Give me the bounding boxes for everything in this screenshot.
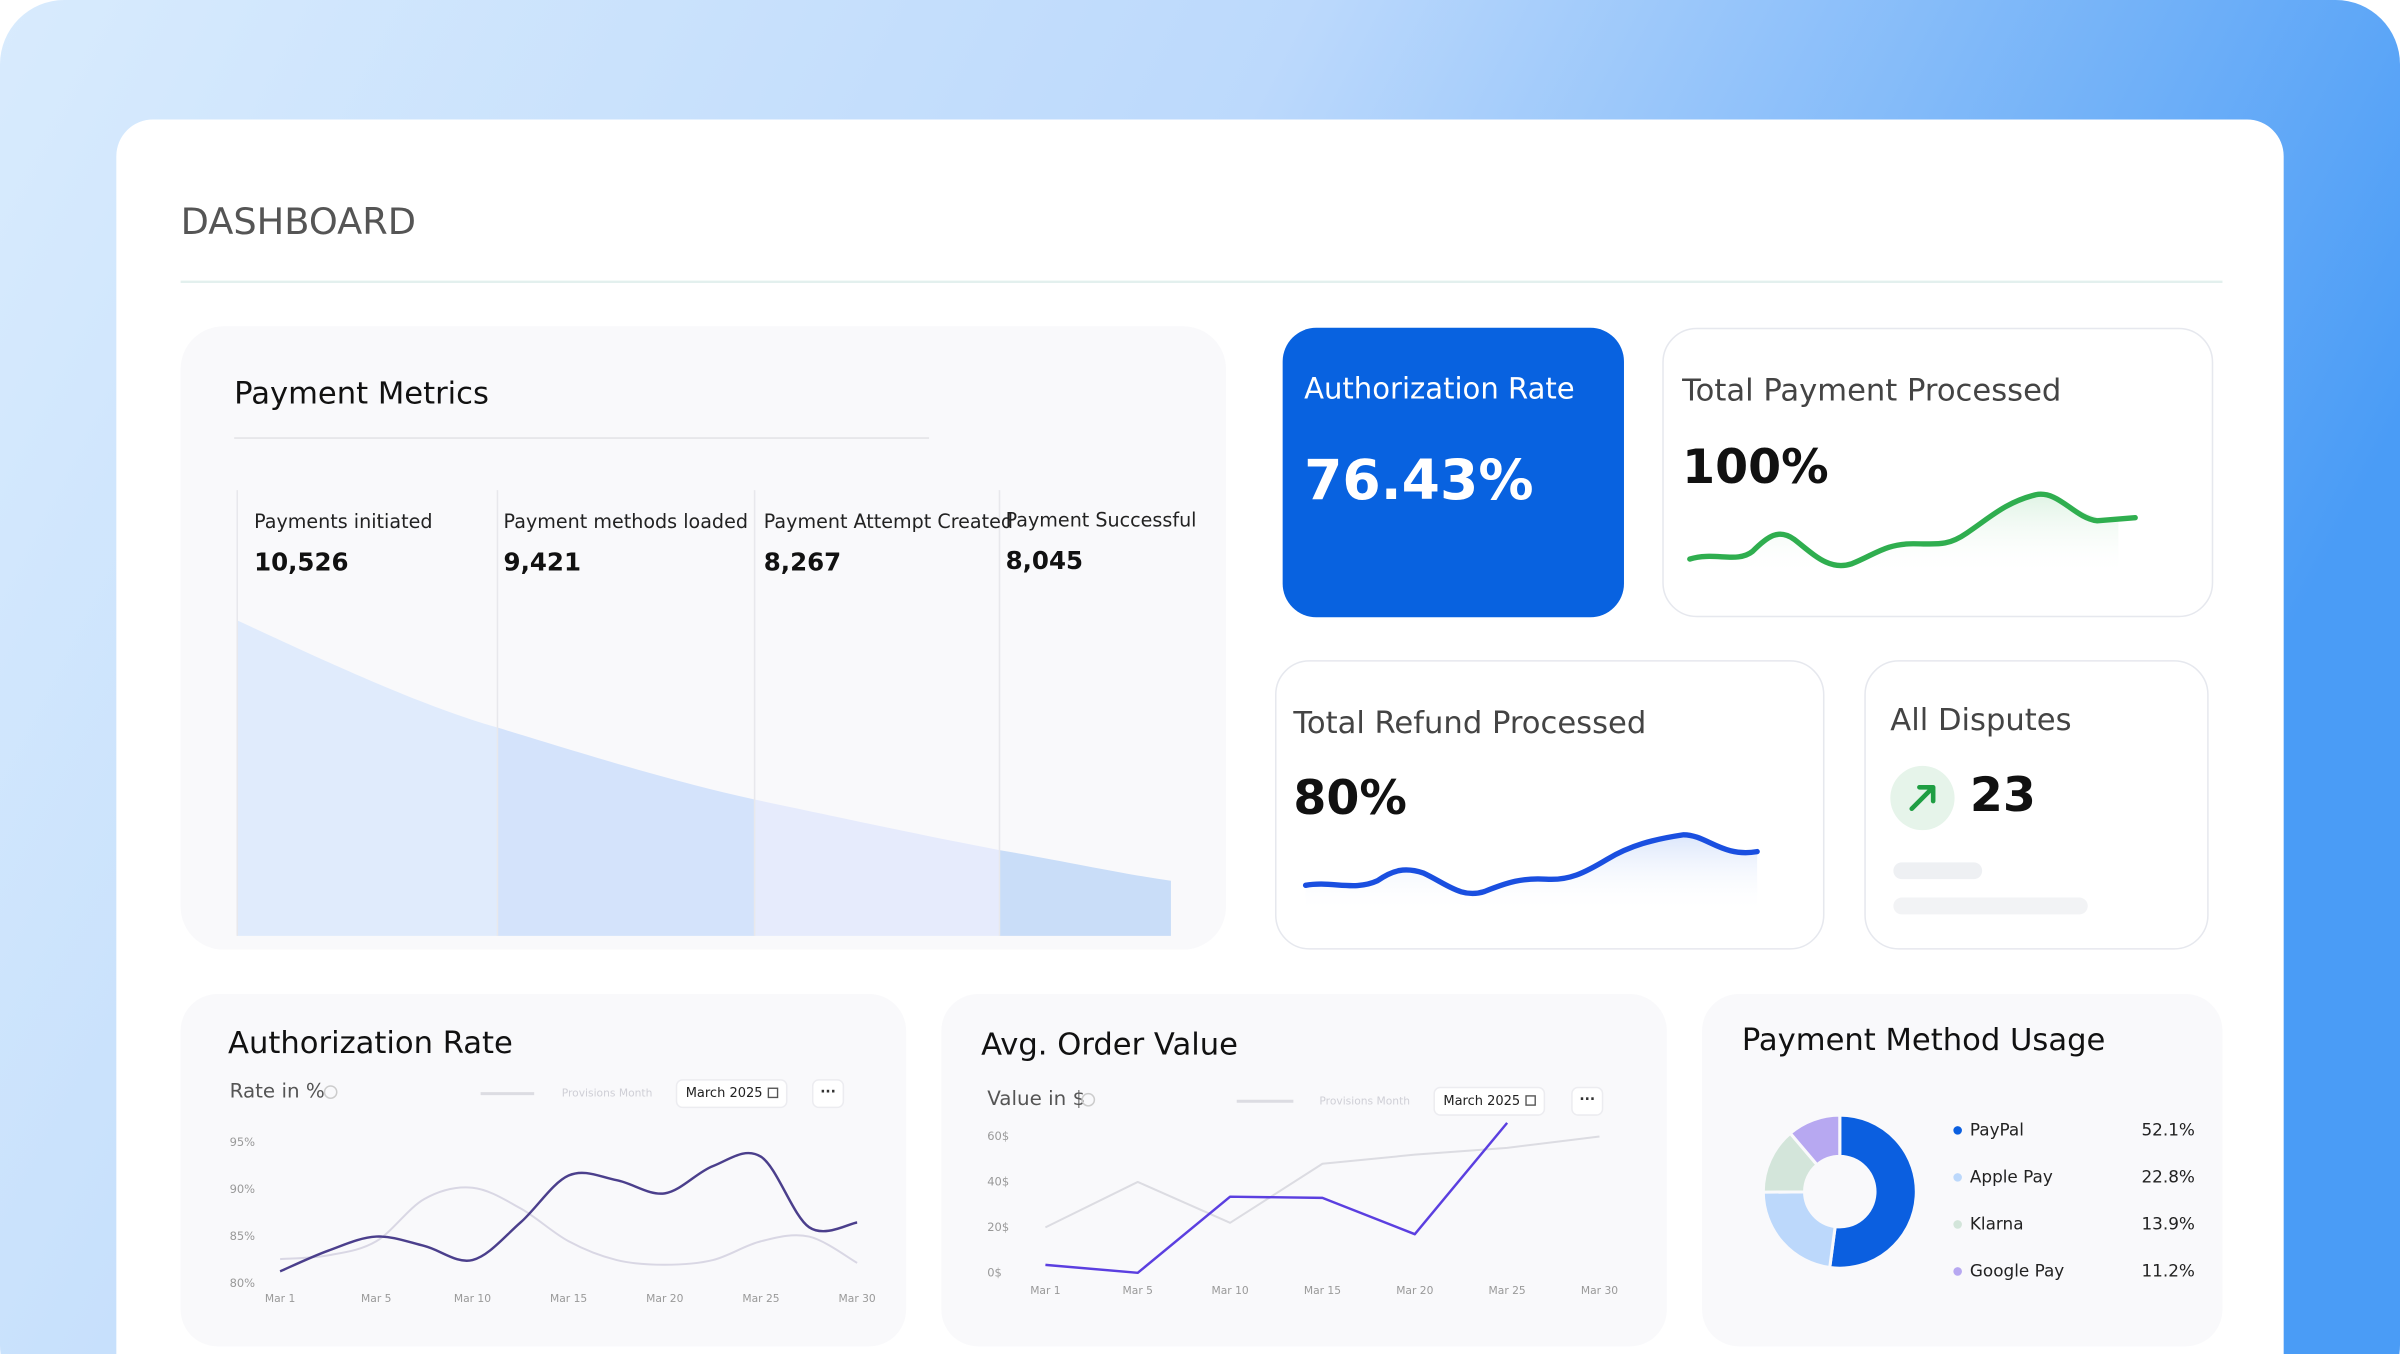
- kpi-title: Total Refund Processed: [1292, 706, 1646, 741]
- info-icon: [1081, 1092, 1096, 1107]
- legend-label: Klarna: [1970, 1213, 2024, 1233]
- stage-label: Payment methods loaded: [504, 510, 748, 533]
- funnel-segment: [237, 620, 498, 936]
- x-tick-label: Mar 30: [1581, 1284, 1618, 1297]
- x-tick-label: Mar 5: [1123, 1284, 1153, 1297]
- card-title: Payment Metrics: [234, 377, 489, 412]
- donut-slice: [1828, 1113, 1918, 1270]
- chart-title: Avg. Order Value: [981, 1028, 1238, 1063]
- kpi-value: 80%: [1293, 771, 1407, 826]
- y-tick-label: 20$: [987, 1220, 1009, 1234]
- x-tick-label: Mar 15: [1304, 1284, 1341, 1297]
- calendar-icon: [1525, 1095, 1536, 1106]
- value-label: 13.9%: [2141, 1213, 2194, 1233]
- legend-label: Google Pay: [1970, 1260, 2064, 1280]
- value-label: 52.1%: [2141, 1119, 2194, 1139]
- donut-slice: [1761, 1190, 1837, 1270]
- more-icon: ···: [820, 1084, 836, 1100]
- period-button[interactable]: [1433, 1086, 1546, 1116]
- x-tick-label: Mar 30: [839, 1292, 876, 1305]
- y-tick-label: 60$: [987, 1129, 1009, 1143]
- more-icon: ···: [1579, 1092, 1595, 1108]
- x-tick-label: Mar 1: [1030, 1284, 1060, 1297]
- kpi-value: 100%: [1682, 440, 1829, 495]
- stage-label: Payment Attempt Created: [764, 510, 1013, 533]
- stage-value: 9,421: [504, 548, 581, 577]
- line-series: [1045, 1122, 1509, 1275]
- kpi-title: Total Payment Processed: [1681, 374, 2061, 409]
- period-label: March 2025: [1443, 1094, 1520, 1109]
- y-tick-label: 0$: [987, 1265, 1002, 1279]
- legend-label: Provisions Month: [1319, 1094, 1410, 1107]
- sparkline-area: [1689, 494, 2119, 576]
- period-label: March 2025: [686, 1086, 763, 1101]
- stage-label: Payment Successful: [1006, 508, 1197, 531]
- funnel-segment: [754, 799, 1000, 936]
- y-tick-label: 90%: [230, 1182, 256, 1196]
- legend-dot: [1953, 1173, 1962, 1182]
- chart-title: Authorization Rate: [228, 1026, 513, 1061]
- x-tick-label: Mar 5: [361, 1292, 391, 1305]
- donut-slice: [1788, 1113, 1842, 1167]
- period-button[interactable]: [675, 1079, 788, 1109]
- x-tick-label: Mar 1: [265, 1292, 295, 1305]
- x-tick-label: Mar 10: [1211, 1284, 1248, 1297]
- legend-dot: [1953, 1267, 1962, 1276]
- line-series: [1044, 1135, 1600, 1229]
- x-tick-label: Mar 20: [646, 1292, 683, 1305]
- x-tick-label: Mar 25: [742, 1292, 779, 1305]
- more-button[interactable]: [1571, 1086, 1604, 1116]
- chart-card: [941, 994, 1667, 1347]
- line-series: [280, 1186, 858, 1266]
- stage-value: 10,526: [254, 548, 348, 577]
- placeholder: [1893, 897, 2088, 915]
- kpi-title: Authorization Rate: [1304, 372, 1575, 406]
- x-tick-label: Mar 20: [1396, 1284, 1433, 1297]
- kpi-title: All Disputes: [1890, 703, 2071, 738]
- x-tick-label: Mar 15: [550, 1292, 587, 1305]
- value-label: 22.8%: [2141, 1166, 2194, 1186]
- y-tick-label: 80%: [230, 1276, 256, 1290]
- legend-label: Apple Pay: [1970, 1166, 2053, 1186]
- legend-dot: [1953, 1126, 1962, 1135]
- trend-arrow: [1909, 784, 1936, 812]
- stage-value: 8,267: [764, 548, 841, 577]
- x-tick-label: Mar 10: [454, 1292, 491, 1305]
- funnel-segment: [497, 727, 755, 936]
- kpi-card: [1282, 327, 1624, 618]
- y-tick-label: 85%: [230, 1229, 256, 1243]
- legend-dot: [1953, 1220, 1962, 1229]
- kpi-value: 76.43%: [1304, 448, 1533, 512]
- chart-subtitle: Rate in %: [230, 1080, 325, 1103]
- legend-label: Provisions Month: [562, 1087, 653, 1100]
- calendar-icon: [767, 1087, 779, 1099]
- placeholder: [1893, 862, 1983, 880]
- more-button[interactable]: [811, 1079, 845, 1109]
- page-title: DASHBOARD: [181, 200, 416, 243]
- chart-title: Payment Method Usage: [1742, 1023, 2106, 1058]
- info-icon: [323, 1085, 338, 1099]
- sparkline: [1687, 491, 2138, 569]
- sparkline: [1302, 832, 1760, 897]
- stage-label: Payments initiated: [254, 510, 432, 533]
- y-tick-label: 40$: [987, 1174, 1009, 1188]
- legend-label: PayPal: [1970, 1119, 2024, 1139]
- chart-subtitle: Value in $: [987, 1087, 1085, 1110]
- line-series: [279, 1151, 858, 1273]
- sparkline-area: [1305, 834, 1758, 913]
- stage-value: 8,045: [1006, 546, 1083, 575]
- funnel-segment: [999, 850, 1171, 936]
- y-tick-label: 95%: [230, 1135, 256, 1149]
- value-label: 11.2%: [2141, 1260, 2194, 1280]
- x-tick-label: Mar 25: [1489, 1284, 1526, 1297]
- kpi-value: 23: [1970, 768, 2036, 823]
